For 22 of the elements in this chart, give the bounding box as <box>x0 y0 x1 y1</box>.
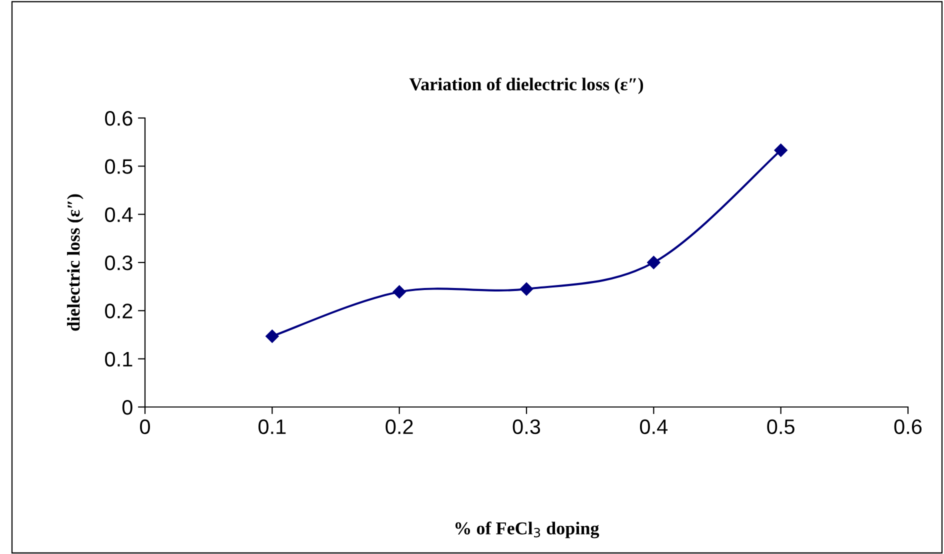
x-tick-label: 0.5 <box>767 419 794 434</box>
x-tick-label: 0.4 <box>640 419 668 434</box>
y-tick-label: 0 <box>122 400 132 415</box>
y-tick-label: 0.5 <box>105 159 132 174</box>
x-tick-label: 0.2 <box>386 419 413 434</box>
x-tick-label: 0 <box>140 419 150 434</box>
x-tick-label: 0.3 <box>512 419 540 434</box>
y-tick-label: 0.4 <box>105 207 133 222</box>
y-tick-label: 0.3 <box>105 256 132 270</box>
chart-title: Variation of dielectric loss (ε″) <box>409 78 644 94</box>
y-tick-label: 0.1 <box>105 352 132 367</box>
point <box>520 282 534 296</box>
y-tick-label: 0.2 <box>105 304 132 318</box>
point <box>392 285 406 298</box>
point <box>647 256 660 270</box>
x-tick-label: 0.1 <box>258 419 286 434</box>
y-axis-title: dielectric loss (ε″) <box>67 194 84 331</box>
point <box>266 330 279 343</box>
x-axis-title: % of FeCl$_{3}$ doping <box>455 522 600 538</box>
point <box>774 144 788 157</box>
y-tick-label: 0.6 <box>105 111 132 126</box>
x-tick-label: 0.6 <box>894 419 922 434</box>
